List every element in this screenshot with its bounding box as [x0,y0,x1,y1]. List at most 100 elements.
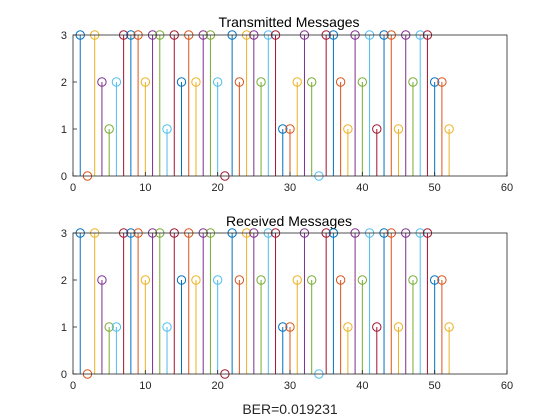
stem [437,275,447,374]
stem-marker [408,77,418,87]
stem-marker [335,77,346,87]
stem [343,124,353,176]
stem [343,322,353,374]
y-tick-label: 3 [61,30,67,42]
stem-marker [285,124,295,134]
x-tick-label: 10 [139,182,151,194]
stem [111,77,122,176]
stem [162,322,172,374]
stem [212,77,223,176]
stem [140,77,151,176]
stem [408,77,418,176]
stem [285,124,295,176]
x-tick-label: 20 [212,182,224,194]
y-tick-label: 1 [61,124,67,136]
stem-marker [162,322,172,332]
stem [191,77,201,176]
stem-marker [307,275,317,285]
x-tick-label: 50 [429,182,441,194]
stem-marker [162,124,172,134]
x-tick-label: 0 [70,380,76,392]
stem [444,124,454,176]
stem-marker [444,124,454,134]
stem [285,322,295,374]
stem-marker [191,77,201,87]
stem-marker [140,77,151,87]
stem-marker [278,322,288,332]
x-tick-label: 50 [429,380,441,392]
stem-marker [140,275,151,285]
stem [307,77,317,176]
y-axis-ticks: 0 1 2 3 [61,228,77,381]
stem [256,275,266,374]
x-tick-label: 30 [284,380,296,392]
x-tick-label: 10 [139,380,151,392]
y-tick-label: 2 [61,275,67,287]
x-tick-label: 20 [212,380,224,392]
stem [357,275,368,374]
stem-marker [372,124,382,134]
subplot-transmitted: Transmitted Messages 0 10 20 30 40 50 60 0 1 2 3 [61,14,513,194]
stem-marker [292,77,302,87]
stem-marker [256,275,266,285]
stem [335,275,346,374]
stem [372,322,382,374]
stem [357,77,368,176]
stem-marker [104,322,114,332]
stem-marker [357,275,368,285]
y-tick-label: 3 [61,228,67,240]
stem-marker [343,322,353,332]
stem [212,275,223,374]
chart-title: Received Messages [226,213,352,229]
x-axis-label: BER=0.019231 [242,401,338,417]
stem [278,124,288,176]
stem-marker [111,322,122,332]
stem [335,77,346,176]
stem [292,275,302,374]
stem-marker [285,322,295,332]
stem [176,275,187,374]
stem-marker [97,77,107,87]
stem [104,124,114,176]
stem [140,275,151,374]
stem [429,77,440,176]
stem-marker [437,77,447,87]
stem [278,322,288,374]
y-axis-ticks: 0 1 2 3 [61,30,77,183]
x-axis-ticks: 0 10 20 30 40 50 60 [70,172,513,194]
stem [97,77,107,176]
stem-marker [343,124,353,134]
stem-marker [212,77,223,87]
stem-marker [357,77,368,87]
stem-marker [429,77,440,87]
stem [234,275,245,374]
stem [393,124,404,176]
stem [162,124,172,176]
stem-marker [191,275,201,285]
stem-marker [408,275,418,285]
x-tick-label: 0 [70,182,76,194]
y-tick-label: 0 [61,171,67,183]
stem-marker [234,275,245,285]
stem [393,322,404,374]
stem-marker [429,275,440,285]
x-axis-ticks: 0 10 20 30 40 50 60 [70,370,513,392]
stem-series [75,228,454,379]
stem [191,275,201,374]
x-tick-label: 40 [356,182,368,194]
stem [437,77,447,176]
stem-marker [307,77,317,87]
stem-series [75,30,454,181]
stem [408,275,418,374]
stem [234,77,245,176]
stem [176,77,187,176]
y-tick-label: 2 [61,77,67,89]
x-tick-label: 60 [501,182,513,194]
stem-marker [176,77,187,87]
y-tick-label: 1 [61,322,67,334]
stem-marker [372,322,382,332]
chart-title: Transmitted Messages [218,14,359,30]
y-tick-label: 0 [61,369,67,381]
